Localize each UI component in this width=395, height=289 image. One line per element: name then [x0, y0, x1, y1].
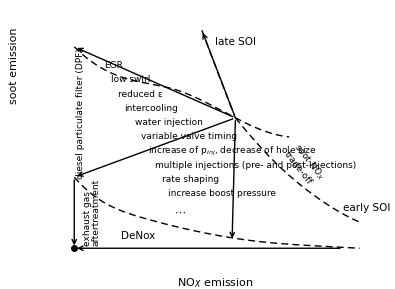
- Text: NO$_X$ emission: NO$_X$ emission: [177, 277, 254, 289]
- Text: soot-NO$_X$
trade-off: soot-NO$_X$ trade-off: [282, 142, 327, 190]
- Text: EGR: EGR: [104, 61, 123, 70]
- Text: low swirl: low swirl: [111, 75, 150, 84]
- Text: multiple injections (pre- and post-injections): multiple injections (pre- and post-injec…: [155, 161, 356, 170]
- Text: increase of p$_{inj}$, decrease of hole size: increase of p$_{inj}$, decrease of hole …: [148, 144, 317, 158]
- Text: variable valve timing: variable valve timing: [141, 132, 237, 141]
- Text: rate shaping: rate shaping: [162, 175, 219, 184]
- Text: intercooling: intercooling: [125, 104, 179, 113]
- Text: early SOI: early SOI: [343, 203, 390, 213]
- Text: reduced ε: reduced ε: [118, 90, 163, 99]
- Text: water injection: water injection: [135, 118, 203, 127]
- Text: diesel particulate filter (DPF): diesel particulate filter (DPF): [77, 48, 85, 179]
- Text: late SOI: late SOI: [215, 37, 256, 47]
- Text: exhaust gas
aftertreatment: exhaust gas aftertreatment: [83, 179, 101, 246]
- Text: soot emission: soot emission: [9, 27, 19, 104]
- Text: increase boost pressure: increase boost pressure: [168, 189, 276, 198]
- Text: ⋯: ⋯: [175, 208, 186, 218]
- Text: DeNox: DeNox: [121, 231, 156, 241]
